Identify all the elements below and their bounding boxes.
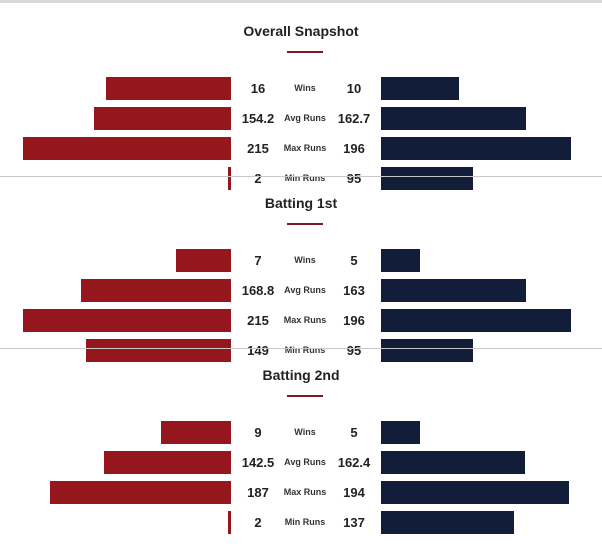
left-bar: [176, 249, 231, 272]
right-bar: [381, 77, 460, 100]
metric-label: Avg Runs: [284, 113, 326, 123]
right-value-label: 95: [346, 343, 362, 358]
right-bar: [381, 309, 571, 332]
title-underline: [287, 395, 323, 397]
left-value-label: 154.2: [241, 111, 275, 126]
right-bar: [381, 481, 569, 504]
metric-label: Max Runs: [283, 487, 327, 497]
title-underline: [287, 223, 323, 225]
left-value-label: 2: [254, 515, 262, 530]
right-bar: [381, 421, 421, 444]
metric-label: Max Runs: [283, 315, 327, 325]
section-title: Batting 1st: [264, 195, 338, 211]
left-bar: [93, 107, 231, 130]
left-value-label: 187: [247, 485, 269, 500]
right-value-label: 95: [346, 171, 362, 186]
left-bar: [50, 481, 231, 504]
left-value-label: 142.5: [241, 455, 275, 470]
right-value-label: 163: [343, 283, 365, 298]
right-bar: [381, 167, 474, 190]
right-bar: [381, 107, 526, 130]
metric-label: Min Runs: [284, 345, 326, 355]
right-value-label: 196: [343, 313, 365, 328]
metric-label: Avg Runs: [284, 457, 326, 467]
left-value-label: 168.8: [241, 283, 275, 298]
right-bar: [381, 451, 526, 474]
left-value-label: 9: [254, 425, 262, 440]
right-value-label: 162.4: [337, 455, 371, 470]
right-bar: [381, 339, 474, 362]
section-title: Overall Snapshot: [243, 23, 359, 39]
left-bar: [23, 137, 231, 160]
right-value-label: 196: [343, 141, 365, 156]
left-bar: [228, 167, 231, 190]
right-value-label: 5: [350, 253, 358, 268]
left-bar: [86, 339, 231, 362]
left-bar: [81, 279, 231, 302]
right-value-label: 10: [346, 81, 362, 96]
left-value-label: 215: [247, 313, 269, 328]
left-value-label: 7: [254, 253, 262, 268]
metric-label: Wins: [294, 255, 316, 265]
left-value-label: 215: [247, 141, 269, 156]
left-value-label: 149: [247, 343, 269, 358]
left-bar: [160, 421, 231, 444]
metric-label: Wins: [294, 427, 316, 437]
right-value-label: 5: [350, 425, 358, 440]
right-bar: [381, 137, 571, 160]
right-bar: [381, 511, 515, 534]
metric-label: Min Runs: [284, 517, 326, 527]
metric-label: Min Runs: [284, 173, 326, 183]
metric-label: Wins: [294, 83, 316, 93]
metric-label: Max Runs: [283, 143, 327, 153]
right-bar: [381, 249, 421, 272]
section-title: Batting 2nd: [262, 367, 340, 383]
right-value-label: 162.7: [337, 111, 371, 126]
right-bar: [381, 279, 526, 302]
left-bar: [23, 309, 231, 332]
right-value-label: 194: [343, 485, 365, 500]
metric-label: Avg Runs: [284, 285, 326, 295]
right-value-label: 137: [343, 515, 365, 530]
left-value-label: 16: [250, 81, 266, 96]
left-bar: [106, 77, 231, 100]
section-divider: [0, 348, 602, 349]
left-value-label: 2: [254, 171, 262, 186]
left-bar: [228, 511, 231, 534]
section-divider: [0, 176, 602, 177]
title-underline: [287, 51, 323, 53]
left-bar: [104, 451, 231, 474]
